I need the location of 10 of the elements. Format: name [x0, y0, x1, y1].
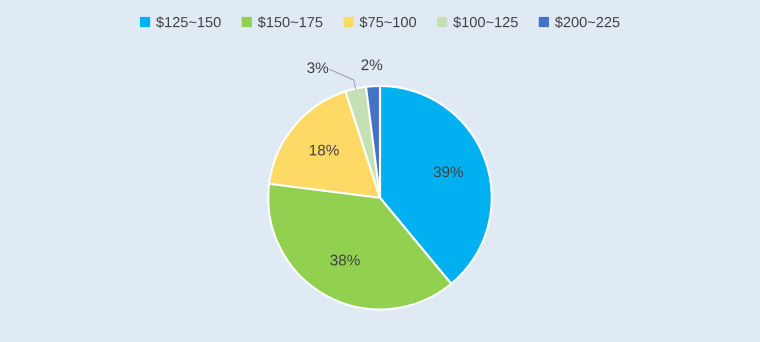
data-label: 38% — [330, 254, 360, 266]
legend-label: $75~100 — [360, 16, 416, 28]
legend-label: $200~225 — [554, 16, 620, 28]
data-label: 2% — [361, 59, 382, 70]
legend-label: $100~125 — [453, 16, 518, 28]
data-label: 39% — [434, 166, 464, 178]
legend-label: $125~150 — [156, 16, 221, 28]
legend-label: $150~175 — [258, 16, 322, 28]
data-label: 18% — [310, 144, 339, 156]
data-label: 3% — [307, 62, 328, 74]
